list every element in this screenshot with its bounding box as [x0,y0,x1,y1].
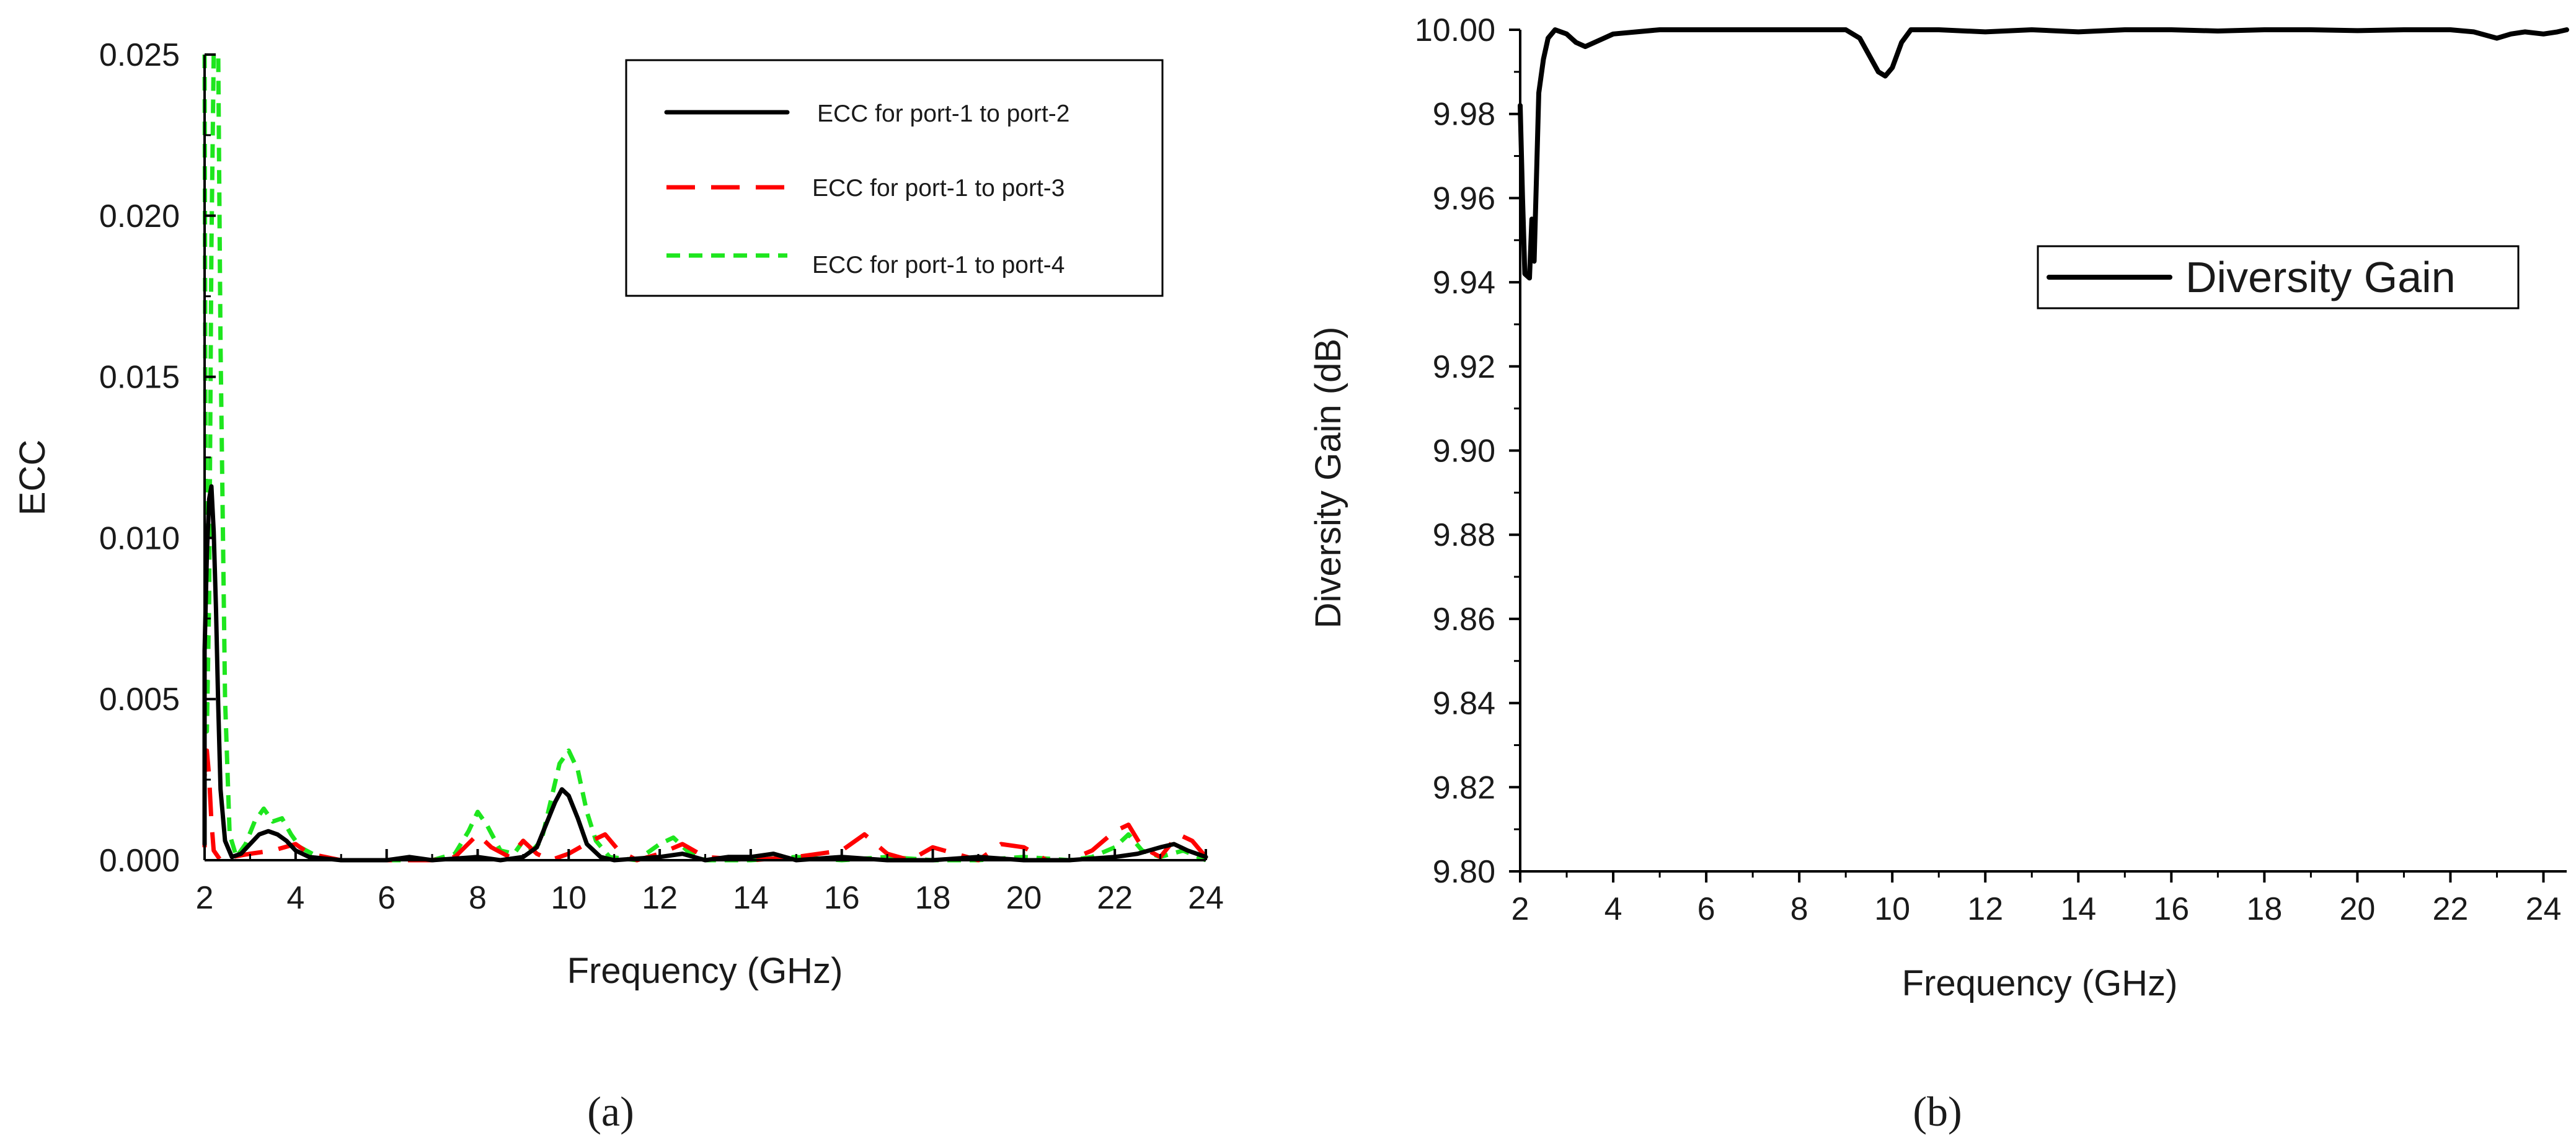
y-tick-label: 9.84 [1433,686,1495,722]
panel-b-label: (b) [1913,1088,1962,1135]
panel-b-legend: Diversity Gain [2037,245,2520,309]
y-tick-label: 0.015 [99,360,180,396]
series-line-diversity-gain [1518,27,2569,281]
panel-b-x-ticks: 2 4 6 8 10 12 14 16 18 20 22 24 [1512,871,2562,927]
panel-a-ecc-chart: 2 4 6 8 10 12 14 16 18 20 22 24 0.0000.0050.0100.01… [12,37,1224,1135]
series-line-port-1-to-port-2 [202,484,1208,863]
x-tick-label: 16 [2153,891,2189,927]
panel-a-label: (a) [587,1088,634,1135]
legend-label-diversity-gain: Diversity Gain [2185,253,2456,301]
y-tick-label: 9.98 [1433,97,1495,133]
x-tick-label: 10 [1874,891,1910,927]
x-tick-label: 22 [1097,880,1133,916]
y-tick-label: 0.000 [99,843,180,879]
panel-b-series [1518,27,2569,281]
x-tick-label: 24 [2526,891,2562,927]
x-tick-label: 18 [915,880,951,916]
x-tick-label: 2 [196,880,214,916]
x-tick-label: 12 [642,880,678,916]
x-tick-label: 8 [469,880,487,916]
x-tick-label: 6 [378,880,396,916]
x-tick-label: 4 [286,880,304,916]
y-tick-label: 9.96 [1433,180,1495,216]
x-tick-label: 16 [824,880,860,916]
panel-a-y-ticks: 0.000 0.005 0.010 0.015 0.020 0.025 [99,37,216,879]
y-tick-label: 9.90 [1433,434,1495,469]
panel-b-y-ticks: 9.80 9.82 9.84 9.86 9.88 9.90 9.92 9.94 9.96 9.98… [1415,12,1520,890]
y-tick-label: 9.82 [1433,770,1495,806]
y-tick-label: 0.005 [99,682,180,718]
x-tick-label: 8 [1790,891,1808,927]
x-tick-label: 18 [2246,891,2282,927]
y-tick-label: 0.020 [99,198,180,234]
panel-a-x-ticks: 2 4 6 8 10 12 14 16 18 20 22 24 [196,849,1224,916]
x-tick-label: 10 [551,880,586,916]
x-tick-label: 20 [1006,880,1042,916]
y-tick-label: 9.92 [1433,349,1495,385]
panel-a-x-axis-title: Frequency (GHz) [567,951,843,991]
x-tick-label: 2 [1512,891,1529,927]
y-tick-label: 10.00 [1415,12,1495,48]
x-tick-label: 24 [1188,880,1224,916]
panel-b-diversity-gain-chart: 2 4 6 8 10 12 14 16 18 20 22 24 9.809.829.849.869.8… [1308,12,2569,1135]
y-tick-label: 0.010 [99,520,180,556]
y-tick-label: 0.025 [99,37,180,73]
x-tick-label: 12 [1967,891,2003,927]
legend-label-port-1-to-port-2: ECC for port-1 to port-2 [817,100,1069,127]
panel-b-y-axis-title: Diversity Gain (dB) [1308,327,1348,629]
y-tick-label: 9.86 [1433,602,1495,638]
x-tick-label: 14 [2060,891,2096,927]
x-tick-label: 4 [1604,891,1622,927]
legend-label-port-1-to-port-4: ECC for port-1 to port-4 [812,252,1064,278]
panel-a-y-axis-title: ECC [12,440,53,515]
panel-a-legend: ECC for port-1 to port-2 ECC for port-1 … [625,59,1164,297]
y-tick-label: 9.94 [1433,265,1495,301]
x-tick-label: 20 [2339,891,2375,927]
legend-label-port-1-to-port-3: ECC for port-1 to port-3 [812,175,1064,202]
panel-b-x-axis-title: Frequency (GHz) [1902,963,2178,1003]
x-tick-label: 22 [2433,891,2469,927]
y-tick-label: 9.88 [1433,517,1495,553]
series-line-port-1-to-port-3 [202,748,1208,863]
x-tick-label: 6 [1697,891,1715,927]
y-tick-label: 9.80 [1433,854,1495,890]
x-tick-label: 14 [733,880,769,916]
